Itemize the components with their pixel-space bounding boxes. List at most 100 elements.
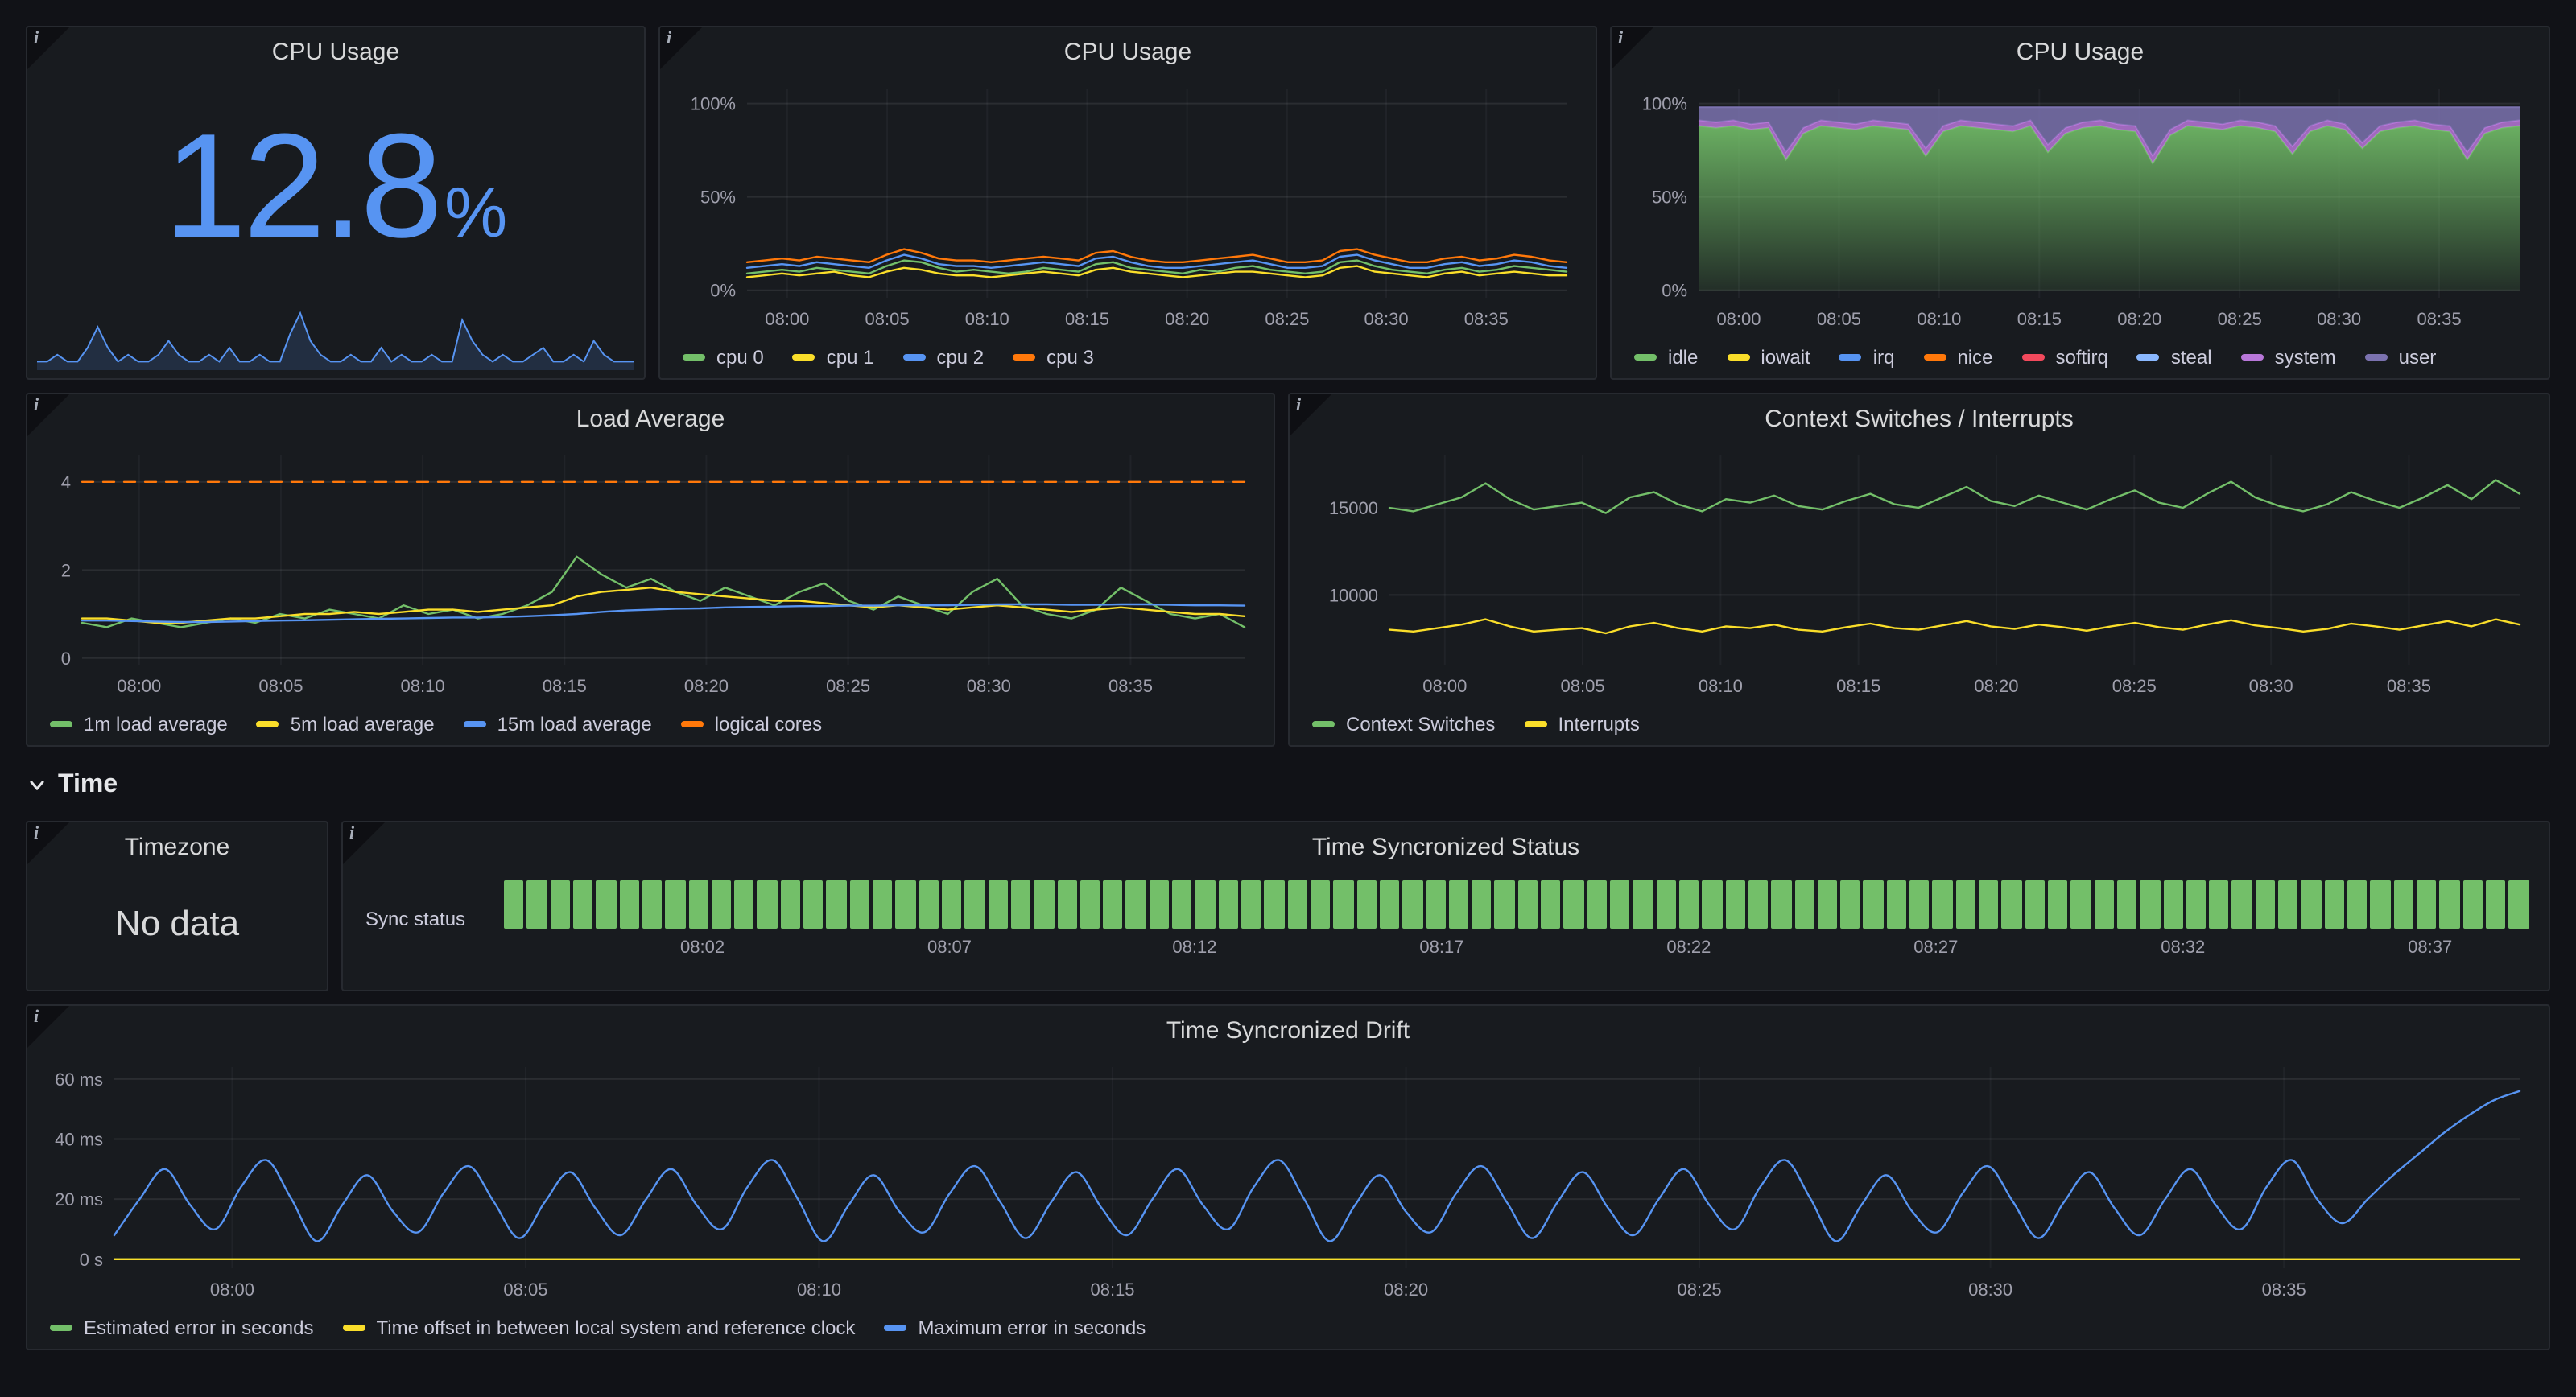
panel-title[interactable]: CPU Usage xyxy=(2016,38,2145,65)
status-cell[interactable] xyxy=(2094,880,2114,929)
status-cell[interactable] xyxy=(1563,880,1584,929)
panel-title[interactable]: Load Average xyxy=(576,405,725,432)
status-cell[interactable] xyxy=(2231,880,2252,929)
status-cell[interactable] xyxy=(526,880,547,929)
status-cell[interactable] xyxy=(941,880,962,929)
status-cell[interactable] xyxy=(1702,880,1723,929)
status-cell[interactable] xyxy=(572,880,593,929)
legend-item[interactable]: Maximum error in seconds xyxy=(884,1317,1146,1339)
status-cell[interactable] xyxy=(895,880,916,929)
status-cell[interactable] xyxy=(665,880,685,929)
status-cell[interactable] xyxy=(1678,880,1699,929)
panel-info-corner[interactable]: i xyxy=(27,27,69,69)
status-cell[interactable] xyxy=(1633,880,1653,929)
status-cell[interactable] xyxy=(2163,880,2183,929)
status-cell[interactable] xyxy=(2278,880,2298,929)
panel-title[interactable]: Context Switches / Interrupts xyxy=(1765,405,2074,432)
legend-item[interactable]: steal xyxy=(2136,346,2212,369)
panel-info-corner[interactable]: i xyxy=(27,822,69,864)
status-cell[interactable] xyxy=(596,880,617,929)
status-cell[interactable] xyxy=(2001,880,2022,929)
status-cell[interactable] xyxy=(550,880,570,929)
panel-title[interactable]: Time Syncronized Drift xyxy=(1166,1016,1410,1044)
panel-info-corner[interactable]: i xyxy=(660,27,702,69)
status-cell[interactable] xyxy=(2370,880,2391,929)
status-cell[interactable] xyxy=(1840,880,1860,929)
status-cell[interactable] xyxy=(1379,880,1400,929)
panel-info-corner[interactable]: i xyxy=(27,394,69,436)
status-cell[interactable] xyxy=(803,880,824,929)
legend-item[interactable]: Context Switches xyxy=(1312,713,1495,736)
status-cell[interactable] xyxy=(849,880,869,929)
status-cell[interactable] xyxy=(1863,880,1884,929)
legend-item[interactable]: 15m load average xyxy=(463,713,652,736)
legend-item[interactable]: irq xyxy=(1839,346,1894,369)
status-cell[interactable] xyxy=(1264,880,1285,929)
status-cell[interactable] xyxy=(873,880,893,929)
status-cell[interactable] xyxy=(2209,880,2229,929)
status-cell[interactable] xyxy=(919,880,939,929)
status-cell[interactable] xyxy=(1287,880,1307,929)
status-cell[interactable] xyxy=(757,880,778,929)
status-cell[interactable] xyxy=(2047,880,2068,929)
status-cell[interactable] xyxy=(1979,880,1999,929)
status-cell[interactable] xyxy=(1426,880,1446,929)
status-cell[interactable] xyxy=(1356,880,1377,929)
status-cell[interactable] xyxy=(1955,880,1975,929)
section-row-time[interactable]: Time xyxy=(26,763,118,808)
panel-info-corner[interactable]: i xyxy=(1612,27,1653,69)
status-cell[interactable] xyxy=(826,880,847,929)
status-cell[interactable] xyxy=(1541,880,1561,929)
status-cell[interactable] xyxy=(1010,880,1031,929)
status-cell[interactable] xyxy=(2347,880,2368,929)
legend-item[interactable]: user xyxy=(2364,346,2436,369)
status-cell[interactable] xyxy=(1817,880,1838,929)
status-cell[interactable] xyxy=(2393,880,2413,929)
legend-item[interactable]: 5m load average xyxy=(256,713,435,736)
panel-title[interactable]: Time Syncronized Status xyxy=(1311,833,1580,860)
status-cell[interactable] xyxy=(1725,880,1745,929)
panel-title[interactable]: Timezone xyxy=(124,833,230,860)
status-cell[interactable] xyxy=(1310,880,1331,929)
status-cell[interactable] xyxy=(711,880,732,929)
status-cell[interactable] xyxy=(1886,880,1907,929)
panel-title[interactable]: CPU Usage xyxy=(1063,38,1192,65)
status-cell[interactable] xyxy=(1034,880,1054,929)
status-cell[interactable] xyxy=(1402,880,1422,929)
status-cell[interactable] xyxy=(504,880,524,929)
status-cell[interactable] xyxy=(1218,880,1238,929)
status-cell[interactable] xyxy=(2301,880,2322,929)
status-cell[interactable] xyxy=(1909,880,1930,929)
panel-info-corner[interactable]: i xyxy=(27,1006,69,1048)
status-cell[interactable] xyxy=(1080,880,1100,929)
legend-item[interactable]: system xyxy=(2240,346,2336,369)
status-cell[interactable] xyxy=(1333,880,1354,929)
status-cell[interactable] xyxy=(1610,880,1630,929)
status-cell[interactable] xyxy=(988,880,1008,929)
status-cell[interactable] xyxy=(2324,880,2344,929)
status-cell[interactable] xyxy=(619,880,639,929)
legend-item[interactable]: Time offset in between local system and … xyxy=(342,1317,855,1339)
status-cell[interactable] xyxy=(642,880,663,929)
status-cell[interactable] xyxy=(2462,880,2483,929)
legend-item[interactable]: logical cores xyxy=(680,713,822,736)
status-cell[interactable] xyxy=(2140,880,2160,929)
status-cell[interactable] xyxy=(2485,880,2506,929)
status-cell[interactable] xyxy=(2186,880,2207,929)
status-cell[interactable] xyxy=(1748,880,1769,929)
status-cell[interactable] xyxy=(1656,880,1676,929)
status-cell[interactable] xyxy=(1125,880,1146,929)
status-cell[interactable] xyxy=(1517,880,1538,929)
status-cell[interactable] xyxy=(1241,880,1261,929)
status-cell[interactable] xyxy=(1932,880,1953,929)
status-cell[interactable] xyxy=(1057,880,1077,929)
panel-info-corner[interactable]: i xyxy=(1290,394,1331,436)
status-cell[interactable] xyxy=(780,880,801,929)
legend-item[interactable]: nice xyxy=(1923,346,1992,369)
legend-item[interactable]: idle xyxy=(1634,346,1698,369)
status-cell[interactable] xyxy=(2416,880,2437,929)
status-cell[interactable] xyxy=(2439,880,2460,929)
status-cell[interactable] xyxy=(734,880,754,929)
legend-item[interactable]: Interrupts xyxy=(1524,713,1640,736)
legend-item[interactable]: cpu 0 xyxy=(683,346,764,369)
